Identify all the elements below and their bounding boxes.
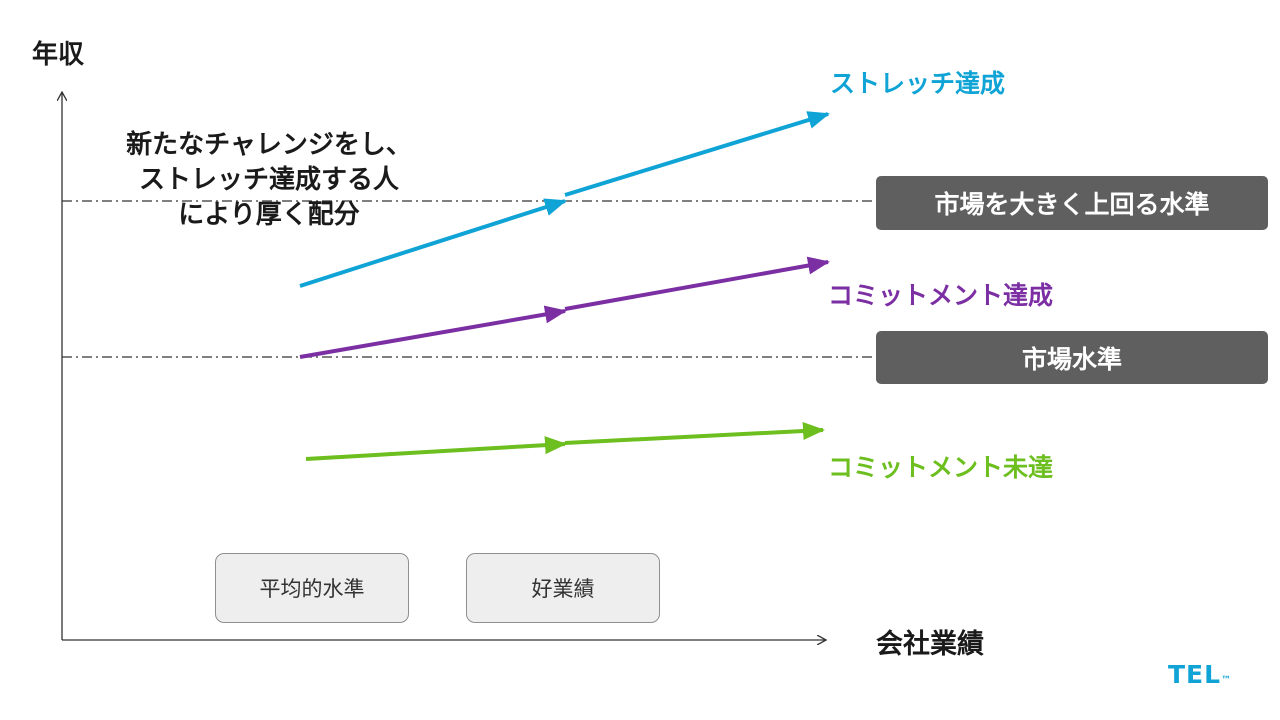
series-arrow-miss-2 <box>564 422 825 445</box>
tel-logo-mark: ™ <box>1221 675 1232 686</box>
tel-logo: TEL™ <box>1168 660 1231 689</box>
x-axis-label: 会社業績 <box>876 629 984 660</box>
note-line-3: により厚く配分 <box>178 200 360 230</box>
category-box-strong: 好業績 <box>466 553 660 623</box>
series-arrow-stretch-2 <box>564 111 830 197</box>
level-box-market: 市場水準 <box>876 331 1268 384</box>
category-box-average: 平均的水準 <box>215 553 409 623</box>
note-line-2: ストレッチ達成する人 <box>138 165 399 195</box>
y-axis-label: 年収 <box>32 40 85 70</box>
series-arrow-miss-1 <box>305 436 567 461</box>
series-label-miss: コミットメント未達 <box>828 453 1054 482</box>
level-box-above-market: 市場を大きく上回る水準 <box>876 176 1268 230</box>
tel-logo-text: TEL <box>1168 660 1222 689</box>
series-arrow-stretch-1 <box>299 198 567 288</box>
series-arrow-commit-2 <box>564 256 830 311</box>
allocation-note: 新たなチャレンジをし、 ストレッチ達成する人 により厚く配分 <box>104 128 434 233</box>
series-label-stretch: ストレッチ達成 <box>830 69 1006 98</box>
note-line-1: 新たなチャレンジをし、 <box>126 130 412 160</box>
series-arrow-commit-1 <box>299 305 567 359</box>
series-label-commit: コミットメント達成 <box>828 281 1054 310</box>
